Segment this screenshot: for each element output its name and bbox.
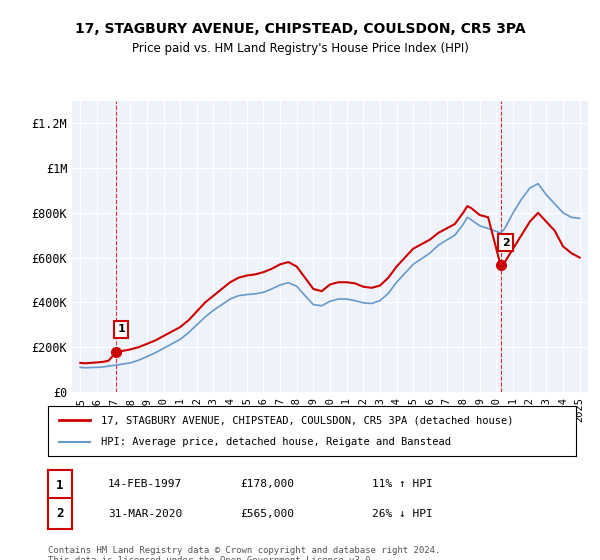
Text: 1: 1 (56, 479, 64, 492)
Text: 17, STAGBURY AVENUE, CHIPSTEAD, COULSDON, CR5 3PA (detached house): 17, STAGBURY AVENUE, CHIPSTEAD, COULSDON… (101, 415, 513, 425)
Text: Price paid vs. HM Land Registry's House Price Index (HPI): Price paid vs. HM Land Registry's House … (131, 42, 469, 55)
Text: £565,000: £565,000 (240, 509, 294, 519)
Text: 26% ↓ HPI: 26% ↓ HPI (372, 509, 433, 519)
Text: 31-MAR-2020: 31-MAR-2020 (108, 509, 182, 519)
Text: 14-FEB-1997: 14-FEB-1997 (108, 479, 182, 489)
Text: 2: 2 (56, 507, 64, 520)
Text: 1: 1 (117, 324, 125, 334)
Text: 17, STAGBURY AVENUE, CHIPSTEAD, COULSDON, CR5 3PA: 17, STAGBURY AVENUE, CHIPSTEAD, COULSDON… (74, 22, 526, 36)
Text: 11% ↑ HPI: 11% ↑ HPI (372, 479, 433, 489)
Text: 2: 2 (502, 237, 509, 248)
Text: HPI: Average price, detached house, Reigate and Banstead: HPI: Average price, detached house, Reig… (101, 437, 451, 447)
Text: Contains HM Land Registry data © Crown copyright and database right 2024.
This d: Contains HM Land Registry data © Crown c… (48, 546, 440, 560)
Text: £178,000: £178,000 (240, 479, 294, 489)
